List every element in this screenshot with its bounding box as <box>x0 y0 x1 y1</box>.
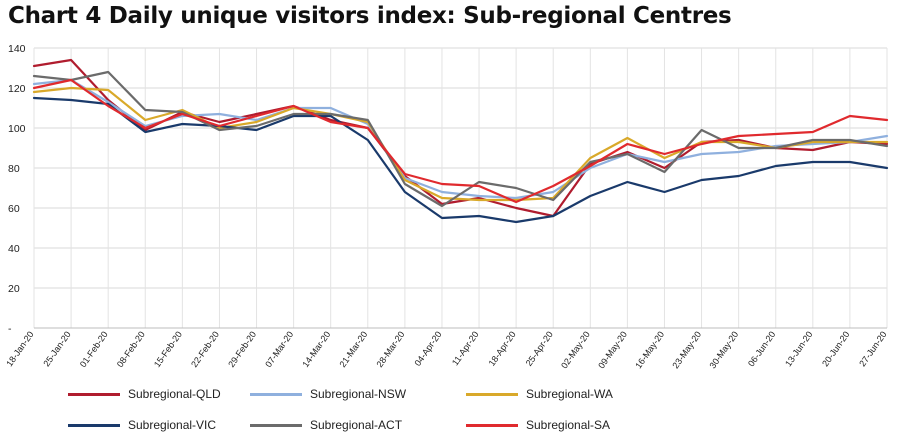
legend: Subregional-QLD Subregional-NSW Subregiona… <box>0 384 900 441</box>
x-tick-label: 14-Mar-20 <box>300 329 332 369</box>
legend-label: Subregional-WA <box>526 387 613 401</box>
legend-swatch <box>250 423 302 427</box>
legend-item: Subregional-SA <box>466 418 610 432</box>
legend-label: Subregional-NSW <box>310 387 407 401</box>
legend-swatch <box>250 392 302 396</box>
series-line-subregional-vic <box>32 96 889 224</box>
legend-label: Subregional-SA <box>526 418 611 432</box>
series-line-subregional-sa <box>32 78 889 204</box>
series-line-subregional-act <box>32 70 889 208</box>
x-tick-label: 16-May-20 <box>633 329 666 370</box>
x-tick-label: 30-May-20 <box>707 329 740 370</box>
x-tick-label: 25-Apr-20 <box>524 329 555 368</box>
x-tick-label: 13-Jun-20 <box>783 329 814 368</box>
x-tick-label: 09-May-20 <box>596 329 629 370</box>
line-chart: - 20 40 60 80 100 120 140 18-Jan-20 25-Jan-20 01-F… <box>4 43 889 370</box>
x-tick-label: 11-Apr-20 <box>450 329 481 367</box>
x-tick-label: 22-Feb-20 <box>189 329 221 369</box>
y-tick-label: 120 <box>8 83 26 95</box>
legend-item: Subregional-ACT <box>250 418 402 432</box>
x-tick-label: 28-Mar-20 <box>375 329 407 369</box>
y-tick-label: 80 <box>8 163 20 175</box>
x-tick-label: 25-Jan-20 <box>41 329 72 368</box>
legend-label: Subregional-ACT <box>310 418 403 432</box>
y-tick-label: 20 <box>8 283 20 295</box>
x-tick-label: 20-Jun-20 <box>820 329 851 368</box>
legend-label: Subregional-QLD <box>128 387 221 401</box>
y-tick-label: 140 <box>8 43 26 55</box>
legend-item: Subregional-VIC <box>68 418 216 432</box>
x-tick-label: 23-May-20 <box>670 329 703 370</box>
legend-swatch <box>466 423 518 427</box>
x-tick-label: 01-Feb-20 <box>78 329 110 369</box>
chart-title: Chart 4 Daily unique visitors index: Sub… <box>8 3 732 29</box>
x-tick-label: 27-Jun-20 <box>857 329 888 368</box>
legend-item: Subregional-NSW <box>250 387 406 401</box>
y-tick-label: 40 <box>8 243 20 255</box>
x-tick-label: 29-Feb-20 <box>226 329 258 369</box>
x-tick-label: 04-Apr-20 <box>412 329 443 368</box>
y-tick-label: 100 <box>8 123 26 135</box>
legend-item: Subregional-QLD <box>68 387 221 401</box>
legend-swatch <box>68 392 120 396</box>
legend-swatch <box>466 392 518 396</box>
x-tick-label: 15-Feb-20 <box>152 329 184 369</box>
series-line-subregional-qld <box>32 58 889 218</box>
x-tick-label: 07-Mar-20 <box>263 329 295 369</box>
y-tick-label: - <box>8 323 12 335</box>
x-tick-label: 18-Jan-20 <box>4 329 35 368</box>
x-tick-label: 21-Mar-20 <box>337 329 369 369</box>
legend-swatch <box>68 423 120 427</box>
x-tick-label: 18-Apr-20 <box>487 329 518 368</box>
x-tick-label: 06-Jun-20 <box>746 329 777 368</box>
y-tick-label: 60 <box>8 203 20 215</box>
series-line-subregional-nsw <box>32 78 889 200</box>
x-tick-label: 08-Feb-20 <box>115 329 147 369</box>
x-tick-label: 02-May-20 <box>559 329 592 370</box>
legend-item: Subregional-WA <box>466 387 613 401</box>
legend-label: Subregional-VIC <box>128 418 217 432</box>
